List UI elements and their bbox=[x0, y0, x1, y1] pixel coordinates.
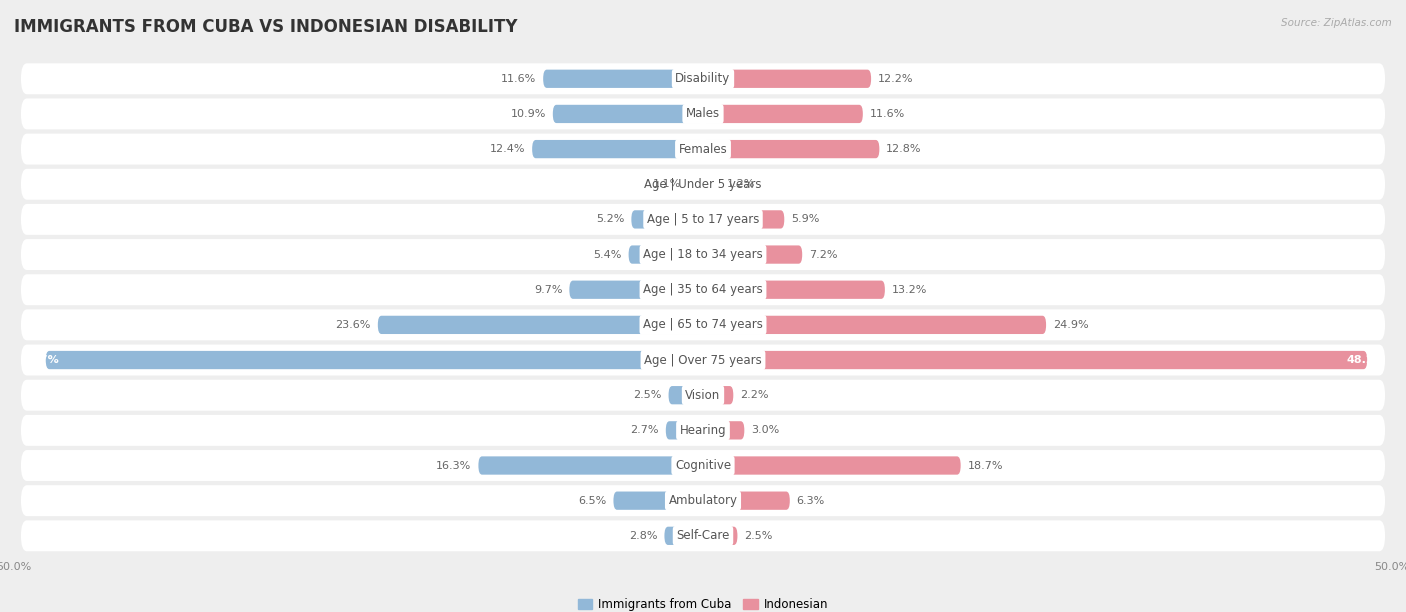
Text: 16.3%: 16.3% bbox=[436, 460, 471, 471]
FancyBboxPatch shape bbox=[21, 169, 1385, 200]
FancyBboxPatch shape bbox=[21, 415, 1385, 446]
Text: Vision: Vision bbox=[685, 389, 721, 401]
Text: 7.2%: 7.2% bbox=[808, 250, 838, 259]
FancyBboxPatch shape bbox=[703, 316, 1046, 334]
Text: 12.2%: 12.2% bbox=[877, 74, 914, 84]
Legend: Immigrants from Cuba, Indonesian: Immigrants from Cuba, Indonesian bbox=[574, 593, 832, 612]
FancyBboxPatch shape bbox=[21, 520, 1385, 551]
FancyBboxPatch shape bbox=[703, 491, 790, 510]
Text: 48.2%: 48.2% bbox=[1347, 355, 1385, 365]
Text: 9.7%: 9.7% bbox=[534, 285, 562, 295]
Text: 5.4%: 5.4% bbox=[593, 250, 621, 259]
Text: 6.3%: 6.3% bbox=[797, 496, 825, 506]
FancyBboxPatch shape bbox=[21, 345, 1385, 376]
FancyBboxPatch shape bbox=[21, 99, 1385, 129]
FancyBboxPatch shape bbox=[703, 245, 803, 264]
FancyBboxPatch shape bbox=[703, 211, 785, 228]
FancyBboxPatch shape bbox=[21, 239, 1385, 270]
Text: 1.1%: 1.1% bbox=[652, 179, 681, 189]
FancyBboxPatch shape bbox=[703, 527, 738, 545]
Text: 2.5%: 2.5% bbox=[633, 390, 662, 400]
FancyBboxPatch shape bbox=[703, 386, 734, 405]
Text: 12.4%: 12.4% bbox=[489, 144, 526, 154]
Text: 6.5%: 6.5% bbox=[578, 496, 606, 506]
Text: 2.8%: 2.8% bbox=[628, 531, 658, 541]
FancyBboxPatch shape bbox=[21, 274, 1385, 305]
Text: 5.9%: 5.9% bbox=[792, 214, 820, 225]
Text: Hearing: Hearing bbox=[679, 424, 727, 437]
Text: 11.6%: 11.6% bbox=[870, 109, 905, 119]
FancyBboxPatch shape bbox=[478, 457, 703, 475]
Text: 24.9%: 24.9% bbox=[1053, 320, 1088, 330]
FancyBboxPatch shape bbox=[613, 491, 703, 510]
FancyBboxPatch shape bbox=[631, 211, 703, 228]
Text: 5.2%: 5.2% bbox=[596, 214, 624, 225]
Text: 2.2%: 2.2% bbox=[740, 390, 769, 400]
FancyBboxPatch shape bbox=[703, 70, 872, 88]
FancyBboxPatch shape bbox=[378, 316, 703, 334]
Text: 2.7%: 2.7% bbox=[630, 425, 659, 435]
Text: Age | 18 to 34 years: Age | 18 to 34 years bbox=[643, 248, 763, 261]
Text: Ambulatory: Ambulatory bbox=[668, 494, 738, 507]
Text: Self-Care: Self-Care bbox=[676, 529, 730, 542]
Text: Age | Under 5 years: Age | Under 5 years bbox=[644, 177, 762, 191]
FancyBboxPatch shape bbox=[688, 175, 703, 193]
FancyBboxPatch shape bbox=[543, 70, 703, 88]
FancyBboxPatch shape bbox=[703, 105, 863, 123]
FancyBboxPatch shape bbox=[553, 105, 703, 123]
Text: Cognitive: Cognitive bbox=[675, 459, 731, 472]
FancyBboxPatch shape bbox=[666, 421, 703, 439]
Text: 11.6%: 11.6% bbox=[501, 74, 536, 84]
FancyBboxPatch shape bbox=[703, 421, 744, 439]
FancyBboxPatch shape bbox=[46, 351, 703, 369]
Text: Age | 35 to 64 years: Age | 35 to 64 years bbox=[643, 283, 763, 296]
Text: Females: Females bbox=[679, 143, 727, 155]
FancyBboxPatch shape bbox=[669, 386, 703, 405]
FancyBboxPatch shape bbox=[21, 379, 1385, 411]
Text: Age | 5 to 17 years: Age | 5 to 17 years bbox=[647, 213, 759, 226]
FancyBboxPatch shape bbox=[703, 175, 720, 193]
Text: Source: ZipAtlas.com: Source: ZipAtlas.com bbox=[1281, 18, 1392, 28]
FancyBboxPatch shape bbox=[703, 457, 960, 475]
FancyBboxPatch shape bbox=[21, 63, 1385, 94]
FancyBboxPatch shape bbox=[703, 280, 884, 299]
Text: 3.0%: 3.0% bbox=[751, 425, 779, 435]
FancyBboxPatch shape bbox=[21, 450, 1385, 481]
Text: Males: Males bbox=[686, 108, 720, 121]
Text: 10.9%: 10.9% bbox=[510, 109, 546, 119]
Text: 23.6%: 23.6% bbox=[336, 320, 371, 330]
Text: Disability: Disability bbox=[675, 72, 731, 85]
Text: Age | Over 75 years: Age | Over 75 years bbox=[644, 354, 762, 367]
FancyBboxPatch shape bbox=[628, 245, 703, 264]
FancyBboxPatch shape bbox=[531, 140, 703, 159]
Text: 1.2%: 1.2% bbox=[727, 179, 755, 189]
FancyBboxPatch shape bbox=[569, 280, 703, 299]
Text: 2.5%: 2.5% bbox=[744, 531, 773, 541]
Text: 47.7%: 47.7% bbox=[21, 355, 59, 365]
Text: 12.8%: 12.8% bbox=[886, 144, 922, 154]
Text: IMMIGRANTS FROM CUBA VS INDONESIAN DISABILITY: IMMIGRANTS FROM CUBA VS INDONESIAN DISAB… bbox=[14, 18, 517, 36]
FancyBboxPatch shape bbox=[21, 133, 1385, 165]
FancyBboxPatch shape bbox=[703, 351, 1367, 369]
FancyBboxPatch shape bbox=[703, 140, 879, 159]
Text: Age | 65 to 74 years: Age | 65 to 74 years bbox=[643, 318, 763, 331]
FancyBboxPatch shape bbox=[665, 527, 703, 545]
Text: 13.2%: 13.2% bbox=[891, 285, 927, 295]
Text: 18.7%: 18.7% bbox=[967, 460, 1002, 471]
FancyBboxPatch shape bbox=[21, 310, 1385, 340]
FancyBboxPatch shape bbox=[21, 485, 1385, 516]
FancyBboxPatch shape bbox=[21, 204, 1385, 235]
